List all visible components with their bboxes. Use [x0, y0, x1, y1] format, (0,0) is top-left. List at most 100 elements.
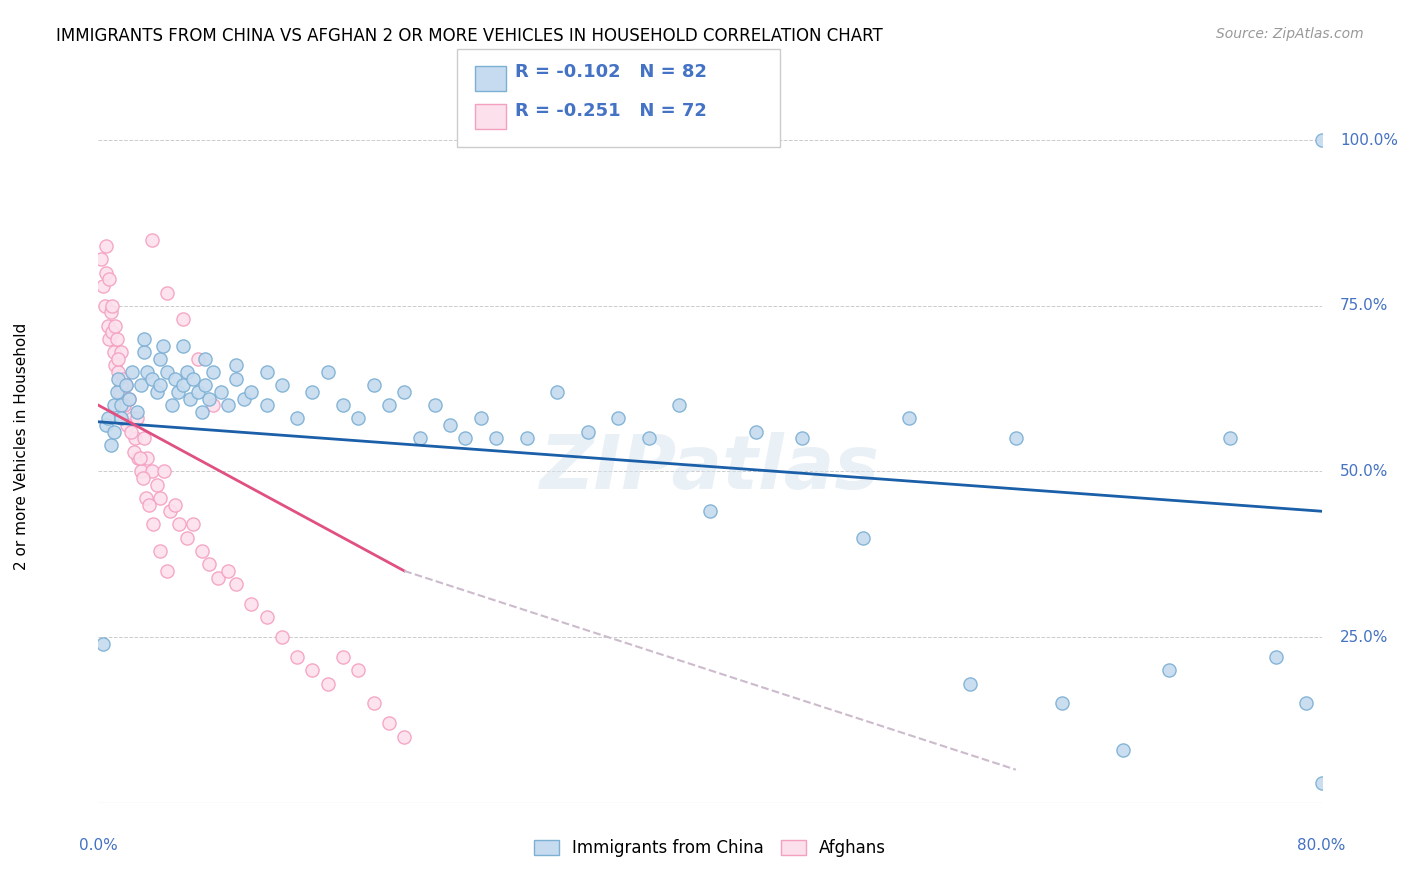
Point	[172, 378, 194, 392]
Text: 80.0%: 80.0%	[1298, 838, 1346, 853]
Point	[149, 491, 172, 505]
Point	[423, 398, 446, 412]
Point	[202, 398, 225, 412]
Point	[225, 359, 247, 373]
Point	[181, 372, 204, 386]
Point	[897, 411, 920, 425]
Point	[121, 411, 143, 425]
Point	[240, 597, 263, 611]
Point	[152, 338, 174, 352]
Point	[163, 372, 186, 386]
Point	[91, 279, 114, 293]
Point	[142, 517, 165, 532]
Point	[176, 531, 198, 545]
Point	[176, 365, 198, 379]
Point	[316, 365, 339, 379]
Point	[124, 431, 146, 445]
Point	[134, 345, 156, 359]
Point	[112, 398, 135, 412]
Point	[179, 392, 201, 406]
Point	[191, 544, 214, 558]
Point	[103, 425, 125, 439]
Point	[699, 504, 721, 518]
Point	[90, 252, 112, 267]
Point	[637, 431, 661, 445]
Text: ZIPatlas: ZIPatlas	[540, 433, 880, 506]
Point	[392, 384, 416, 399]
Point	[104, 318, 127, 333]
Point	[301, 384, 323, 399]
Point	[134, 431, 156, 445]
Point	[256, 365, 278, 379]
Point	[97, 411, 120, 425]
Point	[101, 326, 124, 340]
Point	[607, 411, 630, 425]
Point	[363, 378, 385, 392]
Point	[232, 392, 254, 406]
Text: 0.0%: 0.0%	[79, 838, 118, 853]
Point	[97, 318, 120, 333]
Point	[163, 498, 186, 512]
Point	[181, 517, 204, 532]
Point	[117, 418, 139, 433]
Point	[136, 365, 159, 379]
Point	[149, 544, 172, 558]
Point	[94, 239, 117, 253]
Point	[225, 577, 247, 591]
Point	[187, 384, 209, 399]
Point	[852, 531, 875, 545]
Point	[217, 564, 239, 578]
Point	[1050, 697, 1073, 711]
Point	[107, 372, 129, 386]
Point	[110, 345, 132, 359]
Point	[270, 378, 294, 392]
Point	[149, 351, 172, 366]
Point	[149, 378, 172, 392]
Point	[270, 630, 294, 644]
Point	[91, 637, 114, 651]
Point	[118, 392, 141, 406]
Text: IMMIGRANTS FROM CHINA VS AFGHAN 2 OR MORE VEHICLES IN HOUSEHOLD CORRELATION CHAR: IMMIGRANTS FROM CHINA VS AFGHAN 2 OR MOR…	[56, 27, 883, 45]
Point	[332, 398, 354, 412]
Point	[347, 663, 370, 677]
Point	[378, 716, 401, 731]
Text: 25.0%: 25.0%	[1340, 630, 1388, 645]
Text: 2 or more Vehicles in Household: 2 or more Vehicles in Household	[14, 322, 28, 570]
Point	[111, 372, 134, 386]
Point	[156, 365, 179, 379]
Point	[138, 498, 160, 512]
Point	[301, 663, 323, 677]
Point	[332, 650, 354, 665]
Point	[145, 384, 167, 399]
Point	[156, 564, 179, 578]
Point	[134, 332, 156, 346]
Point	[135, 491, 157, 505]
Point	[129, 465, 152, 479]
Point	[1219, 431, 1241, 445]
Point	[256, 610, 278, 624]
Point	[378, 398, 401, 412]
Point	[110, 378, 132, 392]
Point	[136, 451, 159, 466]
Point	[197, 392, 219, 406]
Point	[121, 365, 143, 379]
Point	[103, 345, 125, 359]
Point	[209, 384, 232, 399]
Point	[120, 425, 142, 439]
Point	[141, 233, 163, 247]
Point	[107, 351, 129, 366]
Point	[1264, 650, 1286, 665]
Point	[160, 398, 183, 412]
Point	[153, 465, 176, 479]
Point	[408, 431, 430, 445]
Point	[256, 398, 278, 412]
Point	[347, 411, 370, 425]
Point	[745, 425, 768, 439]
Point	[128, 451, 150, 466]
Point	[125, 405, 148, 419]
Point	[98, 272, 121, 286]
Point	[959, 676, 981, 690]
Point	[1004, 431, 1026, 445]
Point	[1112, 743, 1135, 757]
Point	[100, 438, 122, 452]
